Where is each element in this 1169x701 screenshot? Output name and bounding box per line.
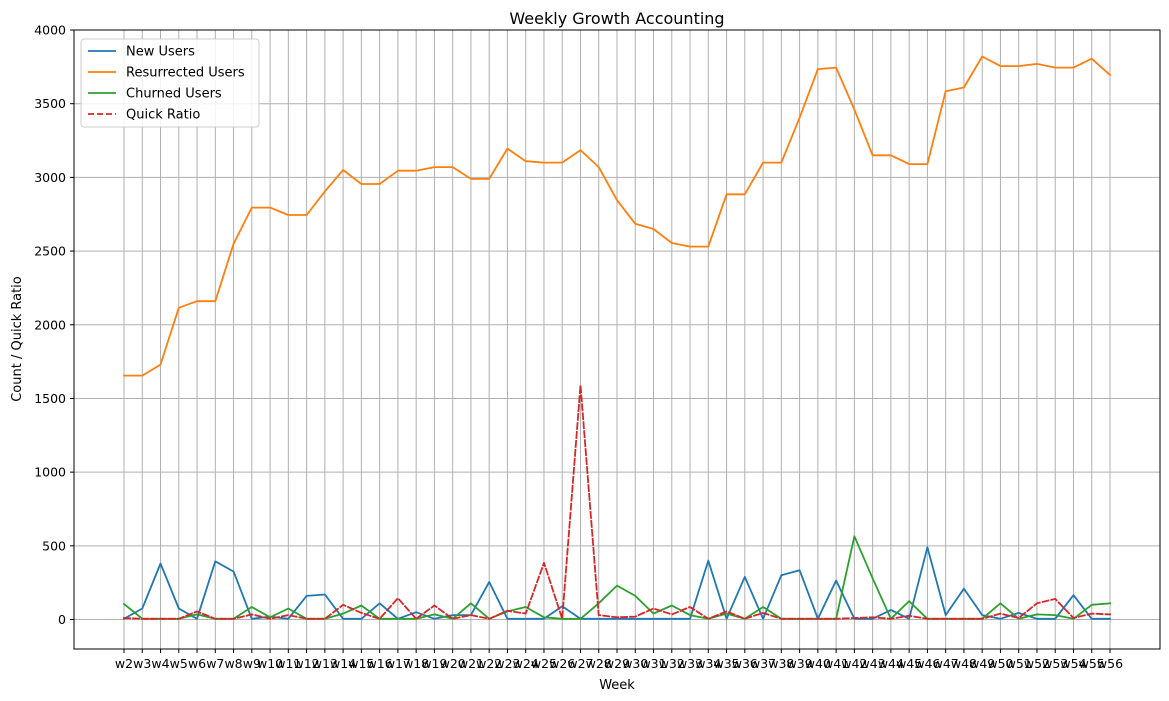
x-tick-label: w41 [823, 656, 849, 671]
series-line-resurrected-users [123, 55, 1112, 377]
x-tick-label: w21 [458, 656, 484, 671]
x-tick-label: w48 [951, 656, 977, 671]
y-tick-label: 2500 [34, 244, 66, 259]
legend-box [80, 38, 260, 128]
y-axis-title: Count / Quick Ratio [10, 276, 25, 402]
y-tick-label: 0 [58, 612, 66, 627]
x-tick-label: w34 [695, 656, 721, 671]
x-tick-label: w30 [622, 656, 648, 671]
x-tick-label: w3 [133, 656, 151, 671]
x-tick-label: w7 [206, 656, 224, 671]
x-tick-label: w38 [768, 656, 794, 671]
x-tick-label: w25 [531, 656, 557, 671]
x-tick-label: w26 [549, 656, 575, 671]
series-layer [122, 55, 1112, 621]
x-tick-label: w44 [878, 656, 904, 671]
x-axis-title: Week [599, 678, 635, 693]
series-line-quick-ratio [123, 384, 1111, 620]
x-tick-label: w45 [896, 656, 922, 671]
x-tick-label: w6 [188, 656, 206, 671]
x-tick-label: w16 [367, 656, 393, 671]
x-tick-label: w13 [312, 656, 338, 671]
x-tick-label: w49 [969, 656, 995, 671]
x-tick-label: w24 [513, 656, 539, 671]
x-tick-label: w52 [1024, 656, 1050, 671]
x-tick-label: w10 [257, 656, 283, 671]
legend-label: Quick Ratio [126, 108, 200, 123]
x-tick-label: w23 [494, 656, 520, 671]
grid-layer [74, 29, 1160, 649]
x-tick-label: w19 [421, 656, 447, 671]
x-tick-label: w56 [1097, 656, 1123, 671]
x-tick-label: w36 [732, 656, 758, 671]
x-tick-label: w20 [440, 656, 466, 671]
x-tick-label: w29 [604, 656, 630, 671]
y-tick-label: 2000 [34, 317, 66, 332]
x-tick-label: w5 [170, 656, 188, 671]
x-tick-label: w14 [330, 656, 356, 671]
x-tick-label: w12 [294, 656, 320, 671]
x-tick-label: w42 [841, 656, 867, 671]
legend-label: New Users [126, 45, 195, 60]
x-tick-label: w46 [914, 656, 940, 671]
y-tick-label: 500 [42, 538, 66, 553]
y-tick-label: 4000 [34, 23, 66, 38]
x-tick-label: w55 [1079, 656, 1105, 671]
legend-label: Resurrected Users [126, 66, 245, 81]
y-tick-label: 1000 [34, 465, 66, 480]
chart-title: Weekly Growth Accounting [509, 9, 724, 28]
y-tick-label: 1500 [34, 391, 66, 406]
x-tick-label: w27 [567, 656, 593, 671]
y-tick-label: 3000 [34, 170, 66, 185]
x-tick-label: w35 [713, 656, 739, 671]
axis-layer: w2 w3 w4 w5 w6 w7 w8 w9w10w11w12w13w14w15w16w17… [34, 23, 1123, 672]
legend: New Users Resurrected Users Churned Users Q… [80, 38, 260, 128]
x-tick-label: w50 [987, 656, 1013, 671]
x-tick-label: w53 [1042, 656, 1068, 671]
x-tick-label: w40 [805, 656, 831, 671]
x-tick-label: w37 [750, 656, 776, 671]
x-tick-label: w4 [151, 656, 169, 671]
legend-label: Churned Users [126, 87, 222, 102]
x-tick-label: w18 [403, 656, 429, 671]
x-tick-label: w15 [348, 656, 374, 671]
x-tick-label: w28 [586, 656, 612, 671]
x-tick-label: w9 [243, 656, 261, 671]
x-tick-label: w2 [115, 656, 133, 671]
x-tick-label: w39 [787, 656, 813, 671]
x-tick-label: w47 [933, 656, 959, 671]
y-tick-label: 3500 [34, 96, 66, 111]
x-tick-label: w22 [476, 656, 502, 671]
x-tick-label: w33 [677, 656, 703, 671]
x-tick-label: w51 [1006, 656, 1032, 671]
series-line-new-users [122, 546, 1111, 621]
x-tick-label: w8 [224, 656, 242, 671]
x-tick-label: w31 [640, 656, 666, 671]
x-tick-label: w43 [860, 656, 886, 671]
x-tick-label: w17 [385, 656, 411, 671]
x-tick-label: w11 [275, 656, 301, 671]
x-tick-label: w32 [659, 656, 685, 671]
x-tick-label: w54 [1060, 656, 1086, 671]
